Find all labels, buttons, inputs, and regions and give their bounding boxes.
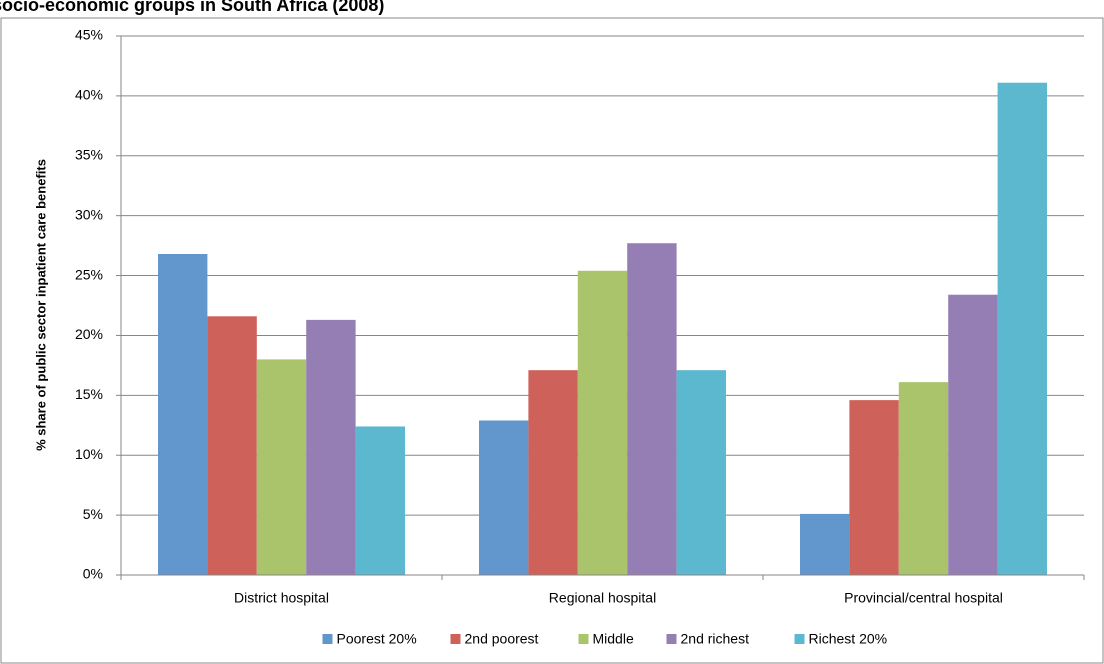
y-axis-label: % share of public sector inpatient care … [33,159,48,451]
bar [800,513,850,575]
bar [849,400,899,575]
legend-label: 2nd poorest [465,631,539,647]
legend-swatch [578,634,589,644]
legend-label: Poorest 20% [337,631,417,647]
bar [306,319,356,575]
chart-frame [0,17,1104,664]
legend-label: Middle [593,631,634,647]
legend-swatch [322,634,333,644]
y-tick-label: 45% [75,27,103,43]
y-tick-label: 30% [75,206,103,222]
bar [627,243,677,575]
bar [479,420,529,575]
legend-swatch [450,634,461,644]
bar [577,270,628,575]
y-tick-label: 5% [83,506,103,522]
y-tick-label: 0% [83,566,103,582]
bar [528,370,578,575]
bar [948,294,998,575]
bar [676,370,726,575]
bar [355,426,405,575]
legend-swatch [666,634,677,644]
y-tick-label: 15% [75,386,103,402]
bar [898,382,949,575]
legend-label: Richest 20% [809,631,888,647]
x-tick-label: District hospital [234,590,329,606]
bar [207,316,257,575]
y-tick-label: 40% [75,87,103,103]
legend-label: 2nd richest [681,631,750,647]
y-tick-label: 35% [75,146,103,162]
y-tick-label: 10% [75,446,103,462]
y-tick-label: 20% [75,326,103,342]
x-tick-label: Regional hospital [549,590,656,606]
bar [997,82,1047,576]
y-tick-label: 25% [75,266,103,282]
chart-title: socio-economic groups in South Africa (2… [0,0,384,15]
x-tick-label: Provincial/central hospital [844,590,1003,606]
legend-swatch [794,634,805,644]
bar [158,253,208,576]
bar [256,359,307,575]
